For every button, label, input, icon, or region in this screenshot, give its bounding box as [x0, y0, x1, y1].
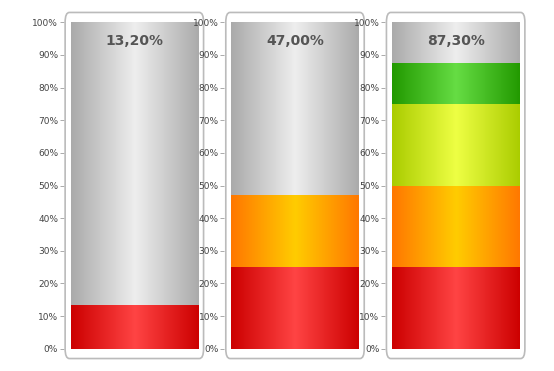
- Text: 47,00%: 47,00%: [266, 34, 324, 48]
- Text: 87,30%: 87,30%: [427, 34, 485, 48]
- Text: 13,20%: 13,20%: [105, 34, 163, 48]
